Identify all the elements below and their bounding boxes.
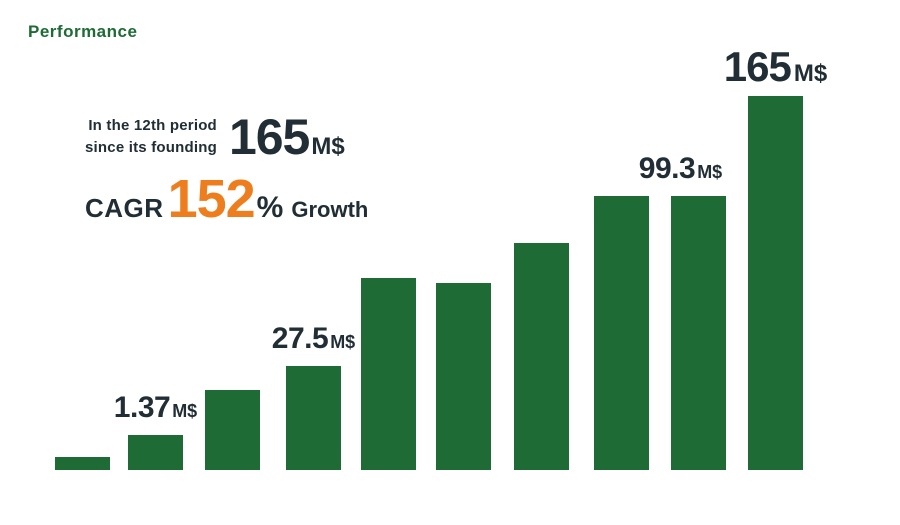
- cagr-percent-sign: %: [256, 191, 284, 224]
- cagr-label: CAGR: [85, 193, 164, 223]
- bar-period-5: [361, 278, 416, 470]
- bar-value-label-period-2: 1.37 M$: [113, 391, 198, 424]
- period-text: In the 12th period since its founding: [85, 115, 217, 159]
- cagr-value: 152: [167, 169, 256, 229]
- kpi-annotation: In the 12th period since its founding 16…: [85, 112, 415, 226]
- bar-period-6: [436, 283, 491, 470]
- cagr-row: CAGR 152 % Growth: [85, 172, 415, 226]
- headline-value: 165: [228, 109, 310, 165]
- headline-figure: 165 M$: [229, 112, 345, 162]
- bar-period-1: [55, 457, 110, 470]
- bar-period-3: [205, 390, 260, 470]
- page-title: Performance: [28, 22, 138, 41]
- bar-period-7: [514, 243, 569, 470]
- bar-period-9: [671, 196, 726, 470]
- bar-period-4: [286, 366, 341, 470]
- bar-period-8: [594, 196, 649, 470]
- cagr-growth-label: Growth: [291, 197, 369, 222]
- headline-row: In the 12th period since its founding 16…: [85, 112, 415, 162]
- bar-value-label-period-9: 99.3 M$: [638, 152, 723, 185]
- period-text-line1: In the 12th period: [88, 117, 217, 135]
- bar-period-10: [748, 96, 803, 470]
- bar-chart: 1.37 M$ 27.5 M$ 99.3 M$ 165 M$: [55, 43, 828, 470]
- bar-period-2: [128, 435, 183, 470]
- headline-unit: M$: [311, 133, 345, 160]
- bar-value-label-period-10: 165 M$: [723, 43, 828, 90]
- period-text-line2: since its founding: [85, 139, 217, 156]
- bar-value-label-period-4: 27.5 M$: [271, 322, 356, 355]
